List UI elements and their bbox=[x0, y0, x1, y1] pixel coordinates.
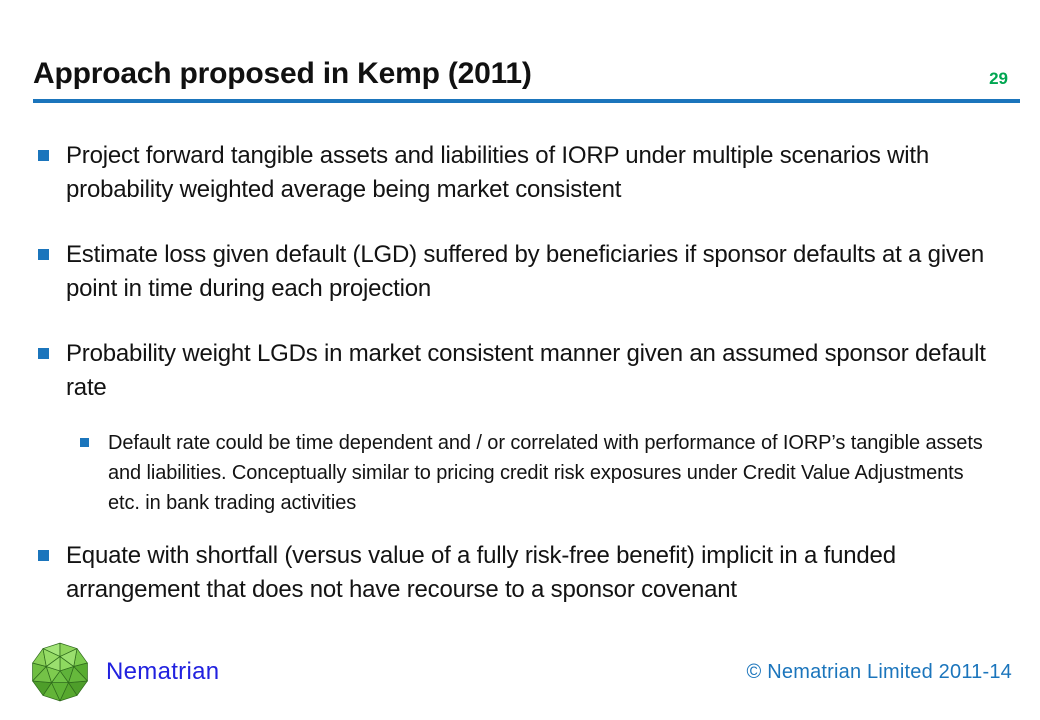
bullet-square-icon bbox=[38, 150, 49, 161]
bullet-item: Equate with shortfall (versus value of a… bbox=[38, 539, 998, 607]
bullet-square-icon bbox=[38, 550, 49, 561]
sub-bullet-text: Default rate could be time dependent and… bbox=[108, 432, 983, 514]
sub-bullet-item: Default rate could be time dependent and… bbox=[80, 428, 998, 518]
bullet-text: Estimate loss given default (LGD) suffer… bbox=[66, 241, 985, 302]
slide-page-number: 29 bbox=[989, 69, 1008, 88]
bullet-text: Probability weight LGDs in market consis… bbox=[66, 340, 986, 401]
page-title: Approach proposed in Kemp (2011) bbox=[33, 57, 532, 90]
bullet-square-icon bbox=[38, 348, 49, 359]
nematrian-polyhedron-logo-icon bbox=[32, 642, 88, 702]
brand-name: Nematrian bbox=[106, 658, 220, 685]
copyright-text: © Nematrian Limited 2011-14 bbox=[746, 661, 1012, 683]
bullet-item: Probability weight LGDs in market consis… bbox=[38, 337, 998, 405]
bullet-text: Project forward tangible assets and liab… bbox=[66, 142, 929, 203]
slide-header: Approach proposed in Kemp (2011) 29 bbox=[33, 56, 1020, 103]
bullet-item: Project forward tangible assets and liab… bbox=[38, 139, 998, 207]
bullet-text: Equate with shortfall (versus value of a… bbox=[66, 542, 896, 603]
bullet-item: Estimate loss given default (LGD) suffer… bbox=[38, 238, 998, 306]
bullet-list: Project forward tangible assets and liab… bbox=[38, 139, 998, 638]
footer-brand: Nematrian bbox=[27, 639, 219, 705]
bullet-square-icon bbox=[80, 438, 89, 447]
bullet-square-icon bbox=[38, 249, 49, 260]
